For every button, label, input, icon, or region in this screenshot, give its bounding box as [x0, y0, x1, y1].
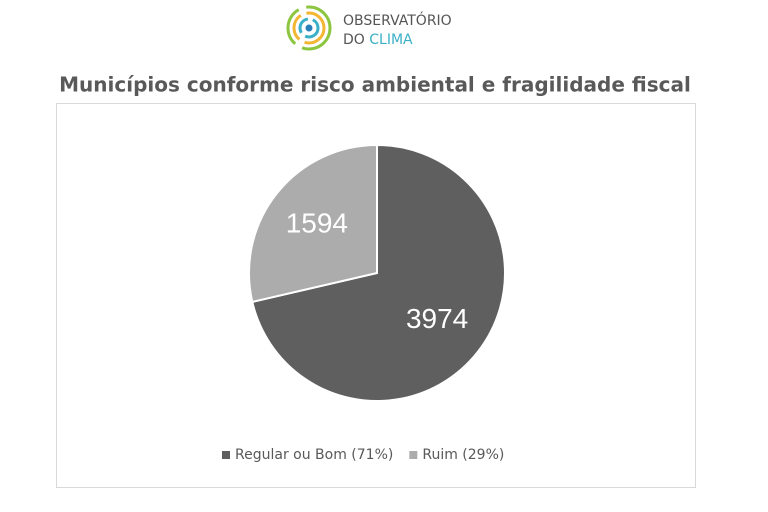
logo-text-part: DO — [343, 32, 365, 48]
logo-text: OBSERVATÓRIO — [343, 11, 452, 29]
legend-swatch — [409, 451, 418, 459]
legend-label: Ruim (29%) — [422, 447, 504, 463]
legend-swatch — [222, 451, 230, 459]
data-label: 1594 — [286, 208, 348, 239]
pie-slice — [248, 143, 378, 304]
logo-text: DO CLIMA — [343, 32, 413, 48]
pie-slice — [251, 143, 506, 402]
logo-ring — [286, 5, 332, 51]
data-label: 3974 — [406, 303, 468, 334]
legend-label: Regular ou Bom (71%) — [235, 447, 393, 463]
logo-dot — [305, 24, 313, 32]
logo-text-part: CLIMA — [369, 32, 413, 48]
chart-title: Municípios conforme risco ambiental e fr… — [59, 73, 691, 97]
logo-ring — [292, 11, 326, 45]
logo: OBSERVATÓRIO DO CLIMA — [286, 5, 452, 51]
logo-ring — [298, 17, 320, 39]
